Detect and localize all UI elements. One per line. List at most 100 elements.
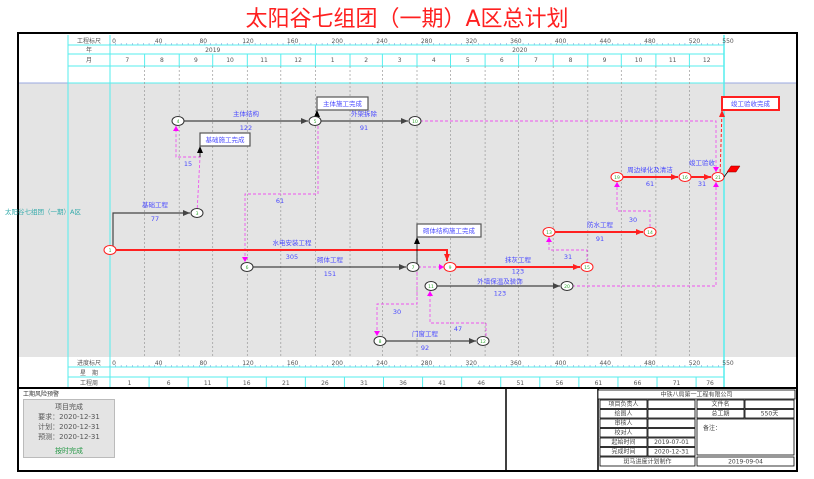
start-time-label: 起始时间 [611,438,635,446]
file-name-value-cell [744,399,795,409]
dummy-arrowhead [713,182,719,187]
activity-name: 周边绿化及清洁 [627,165,673,174]
arrowhead [553,283,560,289]
event-node-number: 10 [412,119,418,125]
event-node-number: 13 [546,230,552,236]
progress-scale-tick-label: 520 [689,360,701,367]
scale-tick-label: 280 [421,38,433,45]
arrowhead [183,210,190,216]
milestone-arrowhead [719,110,725,117]
progress-scale-tick-label: 320 [466,360,478,367]
scale-tick-label: 40 [155,38,163,45]
dummy-link [548,232,588,267]
week-number: 16 [243,380,251,387]
progress-scale-tick-label: 160 [287,360,299,367]
week-number: 56 [556,380,564,387]
milestone-box [416,223,482,238]
event-node [643,227,657,237]
scale-tick-label: 550 [722,38,734,45]
start-time-value: 2019-07-01 [654,439,689,446]
scale-tick-label: 520 [689,38,701,45]
event-node-number: 16 [682,175,688,181]
scale-tick-label: 480 [644,38,656,45]
activity-arrow [112,212,190,246]
dummy-link [376,267,418,341]
week-number: 1 [128,380,132,387]
milestone-label: 基础施工完成 [206,135,246,144]
week-number: 76 [706,380,714,387]
year-label: 年 [86,46,92,54]
row-label: 太阳谷七组团（一期）A区 [5,207,81,216]
dummy-arrowhead [242,257,248,262]
event-node [240,262,254,272]
week-number: 31 [360,380,368,387]
dummy-arrowhead [546,237,552,242]
made-date: 2019-09-04 [728,459,763,466]
week-number: 21 [282,380,290,387]
year-2019: 2019 [205,47,220,54]
activity-duration: 123 [512,268,524,276]
progress-scale-label: 进度标尺 [77,359,101,367]
dummy-arrowhead [713,167,719,172]
event-node-number: 9 [449,265,452,271]
month-label: 6 [500,57,504,64]
event-node [406,262,420,272]
week-number: 36 [399,380,407,387]
event-node [171,116,185,126]
lag-label: 31 [564,253,572,261]
event-node-number: 14 [647,230,653,236]
milestone-box [316,96,369,111]
event-node-number: 19 [614,175,620,181]
activity-duration: 305 [286,253,298,261]
activity-name: 砌体工程 [317,255,344,264]
activity-duration: 91 [596,235,604,243]
milestone-arrowhead [197,146,203,153]
milestone-link [719,109,723,178]
activity-name: 防水工程 [587,220,614,229]
week-number: 46 [477,380,485,387]
finish-flag-icon [726,165,741,173]
end-time-label-cell [599,447,648,457]
activity-name: 竣工验收 [689,158,716,167]
milestone-arrowhead [314,110,320,117]
lag-label: 30 [393,308,401,316]
event-node-number: 11 [428,284,434,290]
event-node [678,172,692,182]
event-node-number: 12 [480,339,486,345]
event-node [424,281,438,291]
arrowhead [301,118,308,124]
file-name-label-cell [696,399,745,409]
start-time-value-cell [647,437,696,447]
arrowhead [399,264,406,270]
event-node [542,227,556,237]
lag-label: 47 [454,325,462,333]
month-label: 5 [466,57,470,64]
event-node-number: 5 [314,119,317,125]
event-node-number: 3 [196,211,199,217]
progress-scale-tick-label: 80 [199,360,207,367]
activity-name: 主体结构 [233,109,260,118]
arrowhead [636,229,643,235]
scale-tick-label: 120 [242,38,254,45]
event-node-number: 15 [584,265,590,271]
drawer-label-cell [599,409,648,419]
dummy-link [616,177,651,232]
dummy-link [567,177,717,287]
dummy-arrowhead [614,182,620,187]
month-label: 11 [260,57,268,64]
week-number: 71 [673,380,681,387]
year-2020: 2020 [512,47,527,54]
progress-scale-tick-label: 480 [644,360,656,367]
risk-warning-panel: 项目完成 要求：2020-12-31 计划：2020-12-31 预测：2020… [23,399,115,458]
progress-scale-tick-label: 280 [421,360,433,367]
end-time-value-cell [647,447,696,457]
activity-duration: 123 [494,290,506,298]
month-label: 12 [294,57,302,64]
event-node-number: 4 [177,119,180,125]
progress-scale-tick-label: 360 [510,360,522,367]
lag-label: 30 [629,216,637,224]
event-node-number: 6 [246,265,249,271]
weekday-label: 星 期 [80,369,98,377]
week-number: 66 [634,380,642,387]
drawer-value-cell [647,409,696,419]
